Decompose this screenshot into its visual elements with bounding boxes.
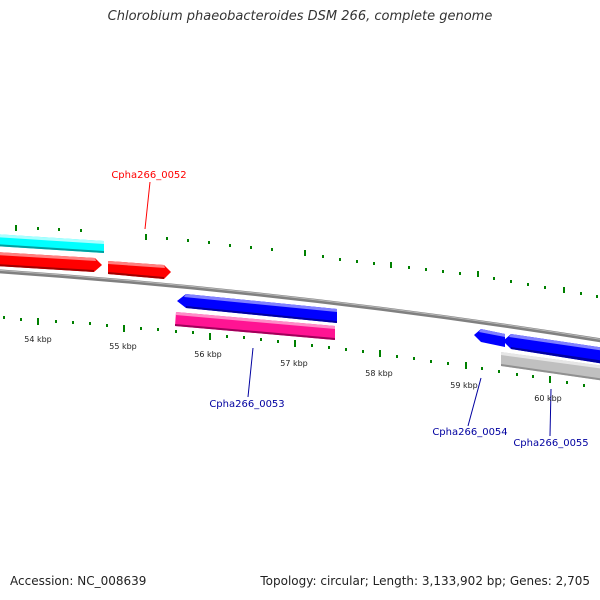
tick-mark xyxy=(80,229,82,232)
cyan-feature[interactable] xyxy=(0,234,104,253)
tick-mark xyxy=(140,327,142,330)
gene-arrow-cpha266-0055[interactable] xyxy=(503,334,600,364)
tick-mark xyxy=(596,295,598,298)
tick-mark xyxy=(544,286,546,289)
tick-mark xyxy=(425,268,427,271)
gene-arrow-cpha266-0052[interactable] xyxy=(108,261,171,279)
tick-mark xyxy=(304,250,306,256)
tick-mark xyxy=(583,384,585,387)
tick-mark xyxy=(322,255,324,258)
tick-mark xyxy=(563,287,565,293)
tick-mark xyxy=(166,237,168,240)
top-tick-row xyxy=(15,225,598,298)
tick-mark xyxy=(481,367,483,370)
tick-mark xyxy=(373,262,375,265)
tick-mark xyxy=(20,318,22,321)
tick-mark xyxy=(498,370,500,373)
tick-mark xyxy=(390,262,392,268)
tick-mark xyxy=(187,239,189,242)
tick-mark xyxy=(339,258,341,261)
gene-label-cpha266-0052[interactable]: Cpha266_0052 xyxy=(111,170,186,181)
tick-mark xyxy=(123,325,125,332)
tick-mark xyxy=(580,292,582,295)
tick-label: 58 kbp xyxy=(365,369,393,378)
tick-mark xyxy=(566,381,568,384)
tick-mark xyxy=(430,360,432,363)
gene-label-cpha266-0053[interactable]: Cpha266_0053 xyxy=(209,399,284,410)
tick-mark xyxy=(465,362,467,369)
tick-mark xyxy=(527,283,529,286)
tick-mark xyxy=(277,340,279,343)
tick-mark xyxy=(379,350,381,357)
tick-mark xyxy=(442,270,444,273)
tick-mark xyxy=(516,373,518,376)
genome-backbone-highlight xyxy=(0,269,600,340)
tick-mark xyxy=(396,355,398,358)
gene-arrow-forward[interactable] xyxy=(0,252,102,272)
tick-mark xyxy=(250,246,252,249)
tick-mark xyxy=(477,271,479,277)
tick-label: 59 kbp xyxy=(450,381,478,390)
gray-feature-cpha266-0055[interactable] xyxy=(501,352,600,381)
leader-line-cpha266-0052 xyxy=(144,181,151,230)
leader-line-cpha266-0055 xyxy=(549,388,552,437)
gene-label-cpha266-0054[interactable]: Cpha266_0054 xyxy=(432,427,507,438)
tick-mark xyxy=(58,228,60,231)
tick-mark xyxy=(229,244,231,247)
tick-label: 56 kbp xyxy=(194,350,222,359)
tick-mark xyxy=(15,225,17,231)
leader-line-cpha266-0054 xyxy=(467,377,482,427)
tick-mark xyxy=(260,338,262,341)
tick-mark xyxy=(447,362,449,365)
tick-mark xyxy=(3,316,5,319)
tick-mark xyxy=(37,227,39,230)
tick-label: 55 kbp xyxy=(109,342,137,351)
tick-mark xyxy=(493,277,495,280)
tick-mark xyxy=(226,335,228,338)
tick-mark xyxy=(549,376,551,383)
page-title: Chlorobium phaeobacteroides DSM 266, com… xyxy=(107,9,493,24)
tick-mark xyxy=(532,375,534,378)
tick-mark xyxy=(294,340,296,347)
tick-mark xyxy=(145,234,147,240)
tick-mark xyxy=(55,320,57,323)
tick-mark xyxy=(510,280,512,283)
tick-mark xyxy=(345,348,347,351)
genome-summary-text: Topology: circular; Length: 3,133,902 bp… xyxy=(260,574,590,588)
pink-feature-cpha266-0053[interactable] xyxy=(175,312,335,340)
tick-mark xyxy=(362,350,364,353)
tick-mark xyxy=(106,324,108,327)
tick-mark xyxy=(89,322,91,325)
accession-text: Accession: NC_008639 xyxy=(10,574,147,588)
gene-arrow-cpha266-0054[interactable] xyxy=(474,329,505,347)
tick-mark xyxy=(72,321,74,324)
tick-mark xyxy=(37,318,39,325)
tick-mark xyxy=(459,272,461,275)
leader-line-cpha266-0053 xyxy=(247,347,254,398)
bottom-tick-row xyxy=(3,316,585,387)
genome-backbone xyxy=(0,269,600,343)
tick-mark xyxy=(157,328,159,331)
tick-label: 60 kbp xyxy=(534,394,562,403)
tick-mark xyxy=(408,266,410,269)
tick-mark xyxy=(413,357,415,360)
tick-mark xyxy=(356,260,358,263)
tick-mark xyxy=(208,241,210,244)
tick-label: 57 kbp xyxy=(280,359,308,368)
tick-mark xyxy=(271,248,273,251)
tick-mark xyxy=(175,330,177,333)
tick-mark xyxy=(243,336,245,339)
tick-mark xyxy=(311,344,313,347)
gene-arrow-cpha266-0053[interactable] xyxy=(177,294,337,323)
tick-label: 54 kbp xyxy=(24,335,52,344)
gene-label-cpha266-0055[interactable]: Cpha266_0055 xyxy=(513,438,588,449)
tick-mark xyxy=(328,346,330,349)
tick-mark xyxy=(209,333,211,340)
tick-mark xyxy=(192,331,194,334)
